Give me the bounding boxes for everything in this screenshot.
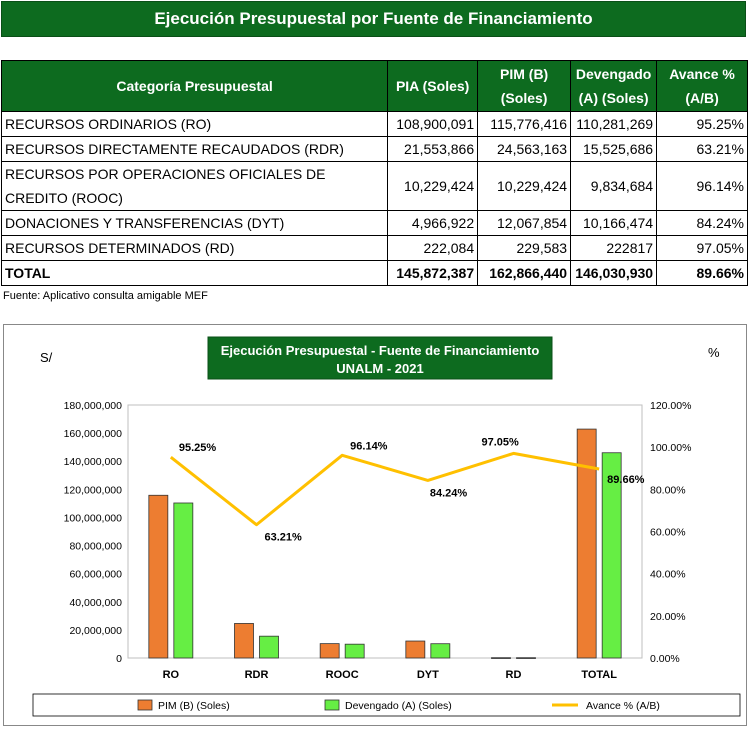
y2-tick-label: 100.00%: [650, 442, 691, 454]
bar-devengado: [516, 657, 536, 659]
avance-line: [169, 451, 600, 527]
bar-devengado: [259, 635, 279, 659]
chart-title-line2: UNALM - 2021: [336, 361, 423, 376]
source-note: Fuente: Aplicativo consulta amigable MEF: [3, 290, 208, 302]
total-devengado-cell: 146,030,930: [570, 260, 658, 286]
devengado-cell: 15,525,686: [570, 136, 658, 162]
pim-cell: 12,067,854: [477, 210, 572, 236]
col-header-category: Categoría Presupuestal: [0, 60, 389, 112]
x-tick-label: RO: [163, 669, 180, 681]
bar-pim: [148, 494, 169, 659]
x-tick-label: DYT: [417, 669, 439, 681]
avance-cell: 96.14%: [656, 161, 748, 211]
y2-tick-label: 40.00%: [650, 569, 686, 581]
category-cell: RECURSOS DETERMINADOS (RD): [0, 235, 389, 261]
y2-tick-label: 0.00%: [650, 653, 680, 665]
y-tick-label: 80,000,000: [69, 541, 122, 553]
bar-devengado: [344, 643, 365, 659]
col-header-devengado: Devengado (A) (Soles): [570, 60, 658, 112]
bar-devengado: [601, 452, 622, 659]
table-row: RECURSOS DIRECTAMENTE RECAUDADOS (RDR) 2…: [0, 136, 748, 162]
chart-frame: [3, 324, 747, 726]
y-tick-label: 180,000,000: [64, 400, 123, 412]
total-label-cell: TOTAL: [0, 260, 389, 286]
budget-table: Categoría Presupuestal PIA (Soles) PIM (…: [0, 60, 748, 286]
y-axis-label: S/: [40, 350, 53, 365]
y2-tick-label: 80.00%: [650, 484, 686, 496]
avance-data-label: 97.05%: [482, 436, 520, 448]
table-total-row: TOTAL 145,872,387 162,866,440 146,030,93…: [0, 260, 748, 286]
pim-cell: 10,229,424: [477, 161, 572, 211]
total-pim-cell: 162,866,440: [477, 260, 572, 286]
avance-data-label: 89.66%: [607, 474, 645, 486]
col-header-pim: PIM (B) (Soles): [477, 60, 572, 112]
pia-cell: 21,553,866: [387, 136, 479, 162]
avance-cell: 95.25%: [656, 111, 748, 137]
pia-cell: 10,229,424: [387, 161, 479, 211]
table-header-row: Categoría Presupuestal PIA (Soles) PIM (…: [0, 60, 748, 112]
y-tick-label: 160,000,000: [64, 428, 123, 440]
bar-pim: [234, 623, 254, 659]
legend-swatch-pim: [137, 699, 153, 711]
col-header-avance: Avance % (A/B): [656, 60, 748, 112]
bar-pim: [491, 657, 511, 659]
avance-data-label: 95.25%: [179, 442, 217, 454]
avance-data-label: 84.24%: [430, 487, 468, 499]
plot-area: [127, 404, 643, 659]
category-cell: RECURSOS POR OPERACIONES OFICIALES DE CRE…: [0, 161, 389, 211]
y-tick-label: 100,000,000: [64, 512, 123, 524]
chart-title-line1: Ejecución Presupuestal - Fuente de Finan…: [221, 343, 540, 358]
pia-cell: 108,900,091: [387, 111, 479, 137]
y2-axis-label: %: [708, 345, 720, 360]
bar-devengado: [430, 643, 451, 659]
devengado-cell: 9,834,684: [570, 161, 658, 211]
report-title-banner: Ejecución Presupuestal por Fuente de Fin…: [1, 1, 746, 37]
y-tick-label: 140,000,000: [64, 456, 123, 468]
avance-data-label: 63.21%: [265, 532, 303, 544]
x-tick-label: RD: [506, 669, 522, 681]
legend-swatch-devengado: [324, 699, 340, 711]
x-tick-label: TOTAL: [581, 669, 617, 681]
category-cell: RECURSOS DIRECTAMENTE RECAUDADOS (RDR): [0, 136, 389, 162]
chart-title-box: [207, 336, 553, 380]
y-tick-label: 120,000,000: [64, 484, 123, 496]
y-tick-label: 20,000,000: [69, 625, 122, 637]
table-row: RECURSOS ORDINARIOS (RO) 108,900,091 115…: [0, 111, 748, 137]
category-cell: RECURSOS ORDINARIOS (RO): [0, 111, 389, 137]
pim-cell: 24,563,163: [477, 136, 572, 162]
pim-cell: 115,776,416: [477, 111, 572, 137]
legend-label: Avance % (A/B): [586, 700, 660, 712]
x-tick-label: RDR: [245, 669, 269, 681]
total-avance-cell: 89.66%: [656, 260, 748, 286]
y-tick-label: 0: [116, 653, 122, 665]
x-tick-label: ROOC: [326, 669, 359, 681]
y-tick-label: 40,000,000: [69, 597, 122, 609]
legend-box: [32, 693, 741, 717]
bar-devengado: [173, 502, 194, 659]
table-row: RECURSOS DETERMINADOS (RD) 222,084 229,5…: [0, 235, 748, 261]
y2-tick-label: 20.00%: [650, 611, 686, 623]
avance-cell: 84.24%: [656, 210, 748, 236]
total-pia-cell: 145,872,387: [387, 260, 479, 286]
bar-pim: [319, 643, 340, 659]
y2-tick-label: 60.00%: [650, 527, 686, 539]
legend-label: PIM (B) (Soles): [158, 700, 230, 712]
bar-pim: [576, 428, 597, 659]
devengado-cell: 10,166,474: [570, 210, 658, 236]
col-header-pia: PIA (Soles): [387, 60, 479, 112]
table-row: RECURSOS POR OPERACIONES OFICIALES DE CRE…: [0, 161, 748, 211]
y-tick-label: 60,000,000: [69, 569, 122, 581]
legend-label: Devengado (A) (Soles): [345, 700, 452, 712]
devengado-cell: 222817: [570, 235, 658, 261]
bar-pim: [405, 640, 426, 659]
report-title: Ejecución Presupuestal por Fuente de Fin…: [154, 9, 593, 28]
y2-tick-label: 120.00%: [650, 400, 691, 412]
devengado-cell: 110,281,269: [570, 111, 658, 137]
avance-data-label: 96.14%: [350, 440, 388, 452]
